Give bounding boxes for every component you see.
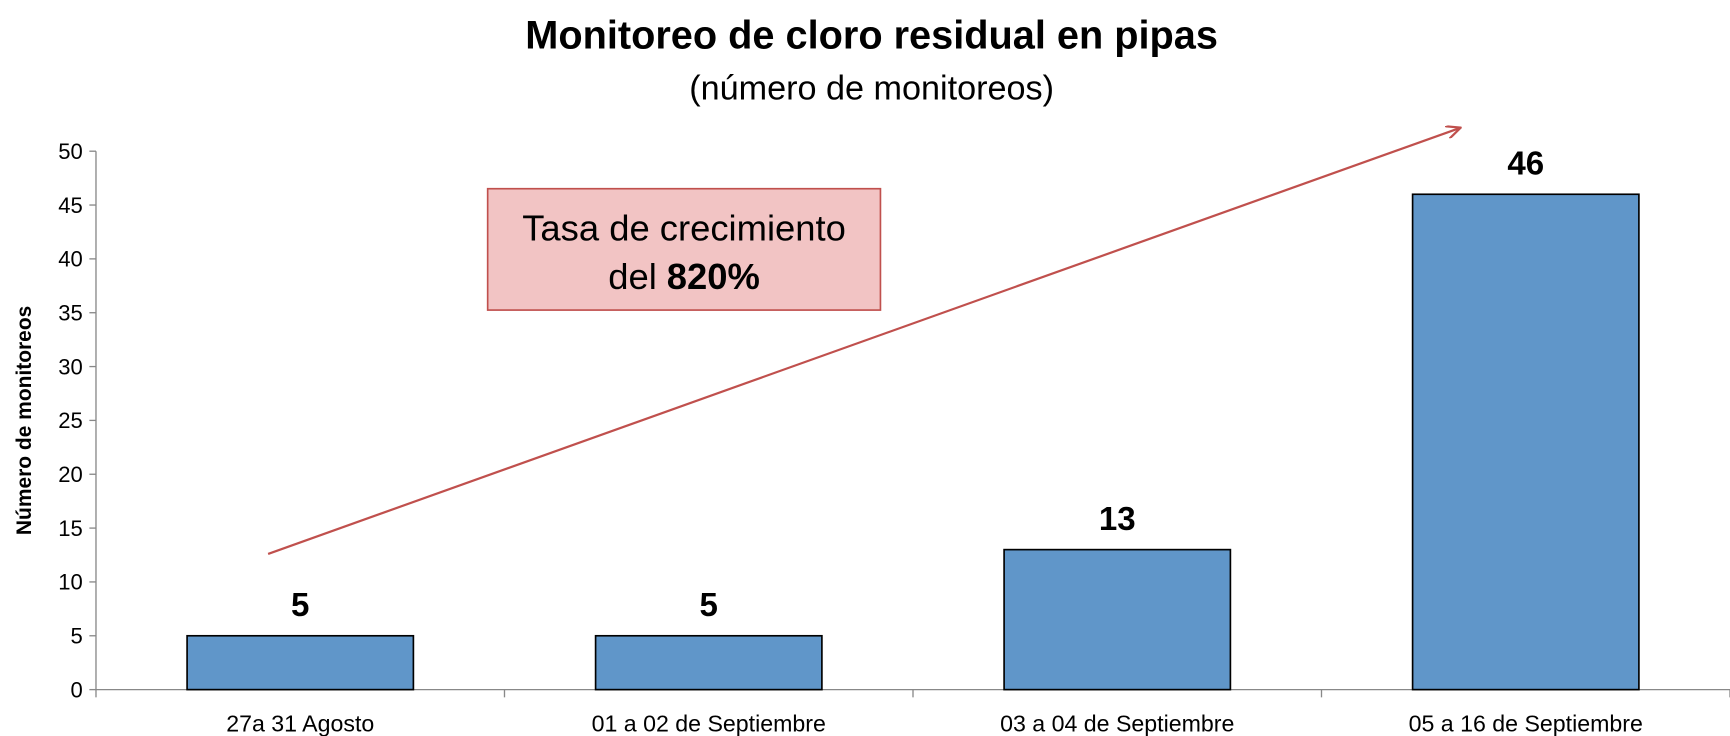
annotation-line: del 820% — [608, 256, 760, 297]
y-tick-label: 25 — [58, 408, 83, 433]
y-tick-label: 35 — [58, 300, 83, 325]
value-label: 13 — [1099, 501, 1136, 538]
y-tick-label: 0 — [70, 677, 82, 702]
bar — [1003, 548, 1232, 691]
annotation-highlight: 820% — [667, 256, 760, 297]
y-axis-label: Número de monitoreos — [13, 306, 36, 535]
x-tick-label: 01 a 02 de Septiembre — [592, 711, 826, 736]
y-tick-label: 40 — [58, 247, 83, 272]
bar — [186, 634, 415, 691]
y-tick-label: 50 — [58, 139, 83, 164]
growth-arrow — [267, 128, 1460, 555]
x-tick-label: 03 a 04 de Septiembre — [1000, 711, 1234, 736]
value-label: 5 — [700, 587, 718, 624]
y-tick-label: 45 — [58, 193, 83, 218]
y-tick-label: 10 — [58, 570, 83, 595]
y-tick-label: 15 — [58, 516, 83, 541]
bar — [594, 634, 823, 691]
value-label: 5 — [291, 587, 309, 624]
x-tick-label: 27a 31 Agosto — [226, 711, 374, 736]
annotation-box — [486, 187, 882, 311]
chart-title: Monitoreo de cloro residual en pipas — [525, 14, 1218, 58]
chart-subtitle: (número de monitoreos) — [689, 69, 1054, 107]
bar — [1411, 193, 1640, 691]
annotation-line: Tasa de crecimiento — [522, 208, 846, 249]
y-tick-label: 5 — [70, 623, 82, 648]
x-tick-label: 05 a 16 de Septiembre — [1409, 711, 1643, 736]
y-tick-label: 30 — [58, 354, 83, 379]
plot-area: 0 5 10 15 20 25 30 35 40 45 50 27a 31 Agosto 5 01 a 0… — [58, 139, 1730, 736]
annotation-text: del — [608, 256, 657, 297]
value-label: 46 — [1507, 145, 1544, 182]
y-tick-label: 20 — [58, 462, 83, 487]
